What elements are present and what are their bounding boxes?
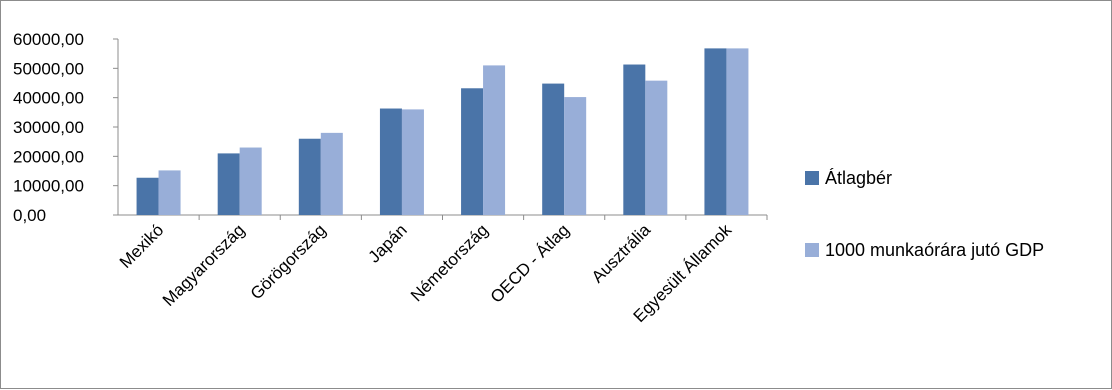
- bar-atlagber-4: [461, 88, 484, 215]
- legend-label: Átlagbér: [825, 168, 892, 188]
- bar-gdp-4: [483, 65, 506, 216]
- x-tick-label: Magyarország: [159, 220, 249, 310]
- y-axis-ticks: 0,00 10000,00 20000,00 30000,00 40000,00 5000…: [13, 30, 118, 225]
- bar-atlagber-1: [217, 153, 240, 215]
- bar-atlagber-2: [298, 138, 321, 215]
- y-tick-label: 30000,00: [13, 118, 84, 137]
- axes: [113, 39, 768, 220]
- y-tick-label: 40000,00: [13, 89, 84, 108]
- legend-swatch: [805, 171, 819, 185]
- bar-atlagber-7: [704, 48, 727, 216]
- bars: [136, 48, 749, 216]
- y-tick-label: 60000,00: [13, 30, 84, 49]
- bar-gdp-5: [564, 97, 587, 215]
- bar-atlagber-6: [623, 64, 646, 215]
- bar-gdp-0: [158, 170, 181, 215]
- bar-gdp-1: [239, 147, 262, 215]
- x-tick-label: Mexikó: [116, 220, 168, 272]
- bar-gdp-2: [320, 132, 343, 215]
- legend-label: 1000 munkaórára jutó GDP: [825, 240, 1044, 260]
- bar-gdp-6: [645, 80, 668, 215]
- x-tick-label: Japán: [365, 220, 411, 266]
- x-tick-label: Ausztrália: [588, 220, 655, 287]
- bar-gdp-3: [401, 109, 424, 215]
- x-tick-label: Görögország: [247, 220, 330, 303]
- bar-atlagber-5: [542, 83, 565, 215]
- legend-swatch: [805, 243, 819, 257]
- y-tick-label: 50000,00: [13, 59, 84, 78]
- bar-atlagber-0: [136, 177, 159, 215]
- bar-atlagber-3: [379, 108, 402, 215]
- x-tick-label: OECD - Átlag: [487, 220, 573, 306]
- bar-gdp-7: [726, 48, 749, 216]
- y-tick-label: 20000,00: [13, 147, 84, 166]
- x-tick-label: Németország: [407, 220, 492, 305]
- y-tick-label: 10000,00: [13, 177, 84, 196]
- y-tick-label: 0,00: [13, 206, 46, 225]
- legend: Átlagbér 1000 munkaórára jutó GDP: [805, 168, 1044, 260]
